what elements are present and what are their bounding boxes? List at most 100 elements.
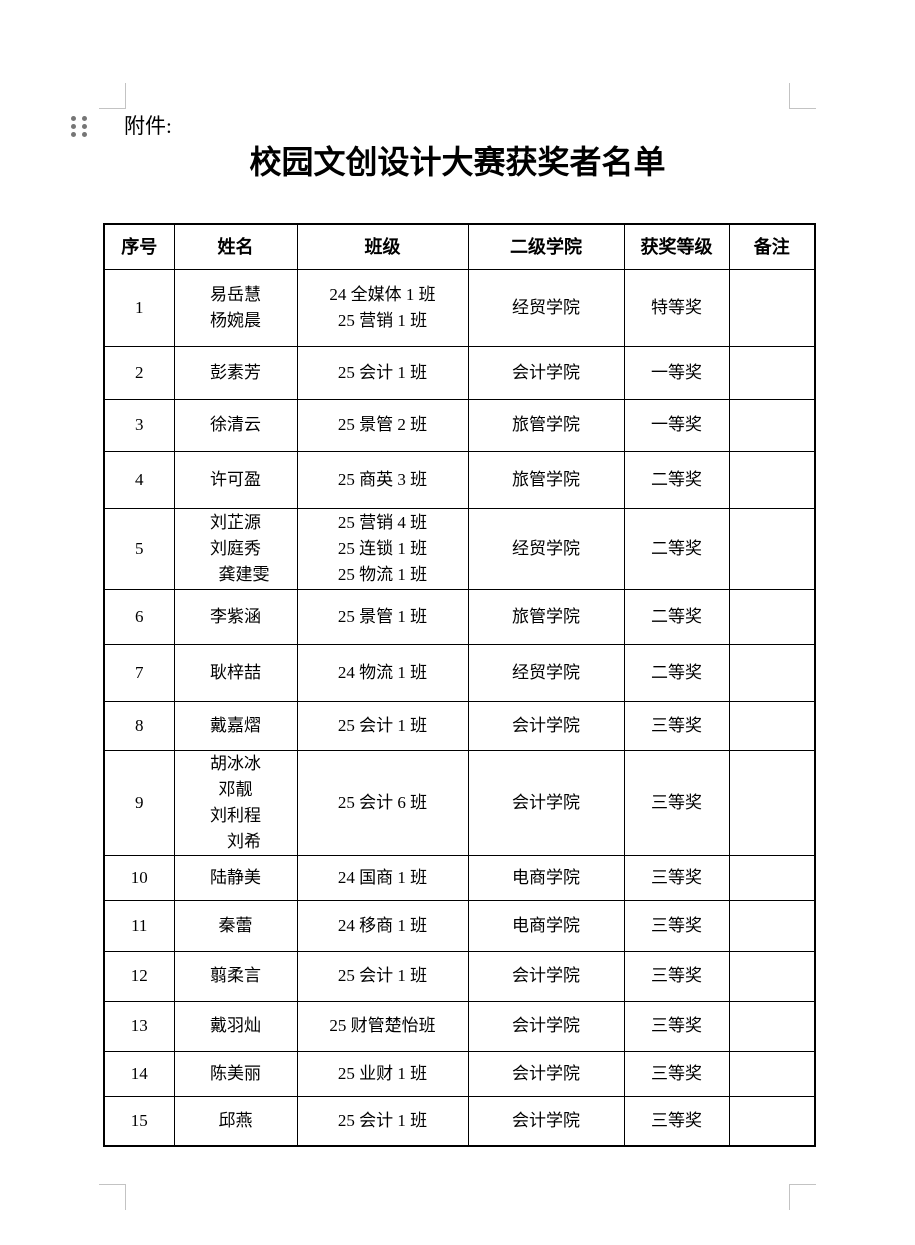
cell-class[interactable]: 25 商英 3 班 (296, 450, 469, 509)
cell-college[interactable]: 电商学院 (467, 854, 625, 901)
cell-name[interactable]: 耿梓喆 (173, 643, 298, 702)
cell-name[interactable]: 翦柔言 (173, 950, 298, 1002)
cell-index[interactable]: 8 (103, 700, 175, 751)
awards-table: 序号 姓名 班级 二级学院 获奖等级 备注 1 易岳慧 杨婉晨 24 全媒体 1… (103, 223, 816, 1147)
cell-college[interactable]: 会计学院 (467, 1000, 625, 1052)
cell-name[interactable]: 邱燕 (173, 1095, 298, 1147)
cell-index[interactable]: 2 (103, 345, 175, 400)
cell-award[interactable]: 三等奖 (623, 749, 730, 856)
cell-college[interactable]: 经贸学院 (467, 643, 625, 702)
cell-award[interactable]: 二等奖 (623, 450, 730, 509)
header-cell-award: 获奖等级 (623, 223, 730, 270)
cell-name[interactable]: 胡冰冰 邓靓 刘利程 刘希 (173, 749, 298, 856)
cell-index[interactable]: 4 (103, 450, 175, 509)
cell-award[interactable]: 二等奖 (623, 507, 730, 590)
cell-award[interactable]: 三等奖 (623, 1095, 730, 1147)
cell-award[interactable]: 三等奖 (623, 854, 730, 901)
cell-award[interactable]: 一等奖 (623, 398, 730, 452)
cell-index[interactable]: 6 (103, 588, 175, 645)
cell-remark[interactable] (728, 1000, 816, 1052)
cell-remark[interactable] (728, 1050, 816, 1097)
cell-remark[interactable] (728, 268, 816, 347)
cell-index[interactable]: 11 (103, 899, 175, 952)
cell-class[interactable]: 24 移商 1 班 (296, 899, 469, 952)
cell-class[interactable]: 25 会计 1 班 (296, 950, 469, 1002)
cell-college[interactable]: 会计学院 (467, 1050, 625, 1097)
cell-class[interactable]: 25 会计 1 班 (296, 700, 469, 751)
cell-name[interactable]: 陆静美 (173, 854, 298, 901)
cell-name[interactable]: 李紫涵 (173, 588, 298, 645)
cell-index[interactable]: 3 (103, 398, 175, 452)
cell-class[interactable]: 25 营销 4 班 25 连锁 1 班 25 物流 1 班 (296, 507, 469, 590)
cell-award[interactable]: 一等奖 (623, 345, 730, 400)
cell-name[interactable]: 许可盈 (173, 450, 298, 509)
cell-award[interactable]: 三等奖 (623, 1000, 730, 1052)
cell-remark[interactable] (728, 643, 816, 702)
cell-class[interactable]: 24 物流 1 班 (296, 643, 469, 702)
cell-remark[interactable] (728, 950, 816, 1002)
cell-class[interactable]: 25 会计 1 班 (296, 1095, 469, 1147)
table-header-row: 序号 姓名 班级 二级学院 获奖等级 备注 (103, 223, 816, 270)
document-title[interactable]: 校园文创设计大赛获奖者名单 (249, 144, 666, 180)
cell-college[interactable]: 会计学院 (467, 700, 625, 751)
cell-name[interactable]: 戴羽灿 (173, 1000, 298, 1052)
cell-award[interactable]: 三等奖 (623, 1050, 730, 1097)
cell-index[interactable]: 12 (103, 950, 175, 1002)
cell-award[interactable]: 三等奖 (623, 700, 730, 751)
cell-award[interactable]: 二等奖 (623, 643, 730, 702)
cell-college[interactable]: 经贸学院 (467, 507, 625, 590)
cell-index[interactable]: 9 (103, 749, 175, 856)
cell-award[interactable]: 二等奖 (623, 588, 730, 645)
cell-class[interactable]: 25 景管 2 班 (296, 398, 469, 452)
header-cell-remark: 备注 (728, 223, 816, 270)
cell-college[interactable]: 电商学院 (467, 899, 625, 952)
cell-remark[interactable] (728, 450, 816, 509)
cell-award[interactable]: 三等奖 (623, 899, 730, 952)
block-drag-handle-icon[interactable] (71, 116, 87, 137)
cell-name[interactable]: 戴嘉熠 (173, 700, 298, 751)
cell-remark[interactable] (728, 700, 816, 751)
cell-remark[interactable] (728, 749, 816, 856)
cell-index[interactable]: 13 (103, 1000, 175, 1052)
cell-college[interactable]: 旅管学院 (467, 588, 625, 645)
cell-name[interactable]: 易岳慧 杨婉晨 (173, 268, 298, 347)
cell-index[interactable]: 14 (103, 1050, 175, 1097)
cell-name[interactable]: 陈美丽 (173, 1050, 298, 1097)
cell-class[interactable]: 25 业财 1 班 (296, 1050, 469, 1097)
cell-index[interactable]: 7 (103, 643, 175, 702)
cell-name[interactable]: 刘芷源 刘庭秀 龚建雯 (173, 507, 298, 590)
cell-remark[interactable] (728, 588, 816, 645)
cell-name[interactable]: 徐清云 (173, 398, 298, 452)
cell-college[interactable]: 会计学院 (467, 950, 625, 1002)
cell-remark[interactable] (728, 398, 816, 452)
cell-class[interactable]: 25 财管楚怡班 (296, 1000, 469, 1052)
margin-corner-mark-bottom-left (99, 1184, 126, 1210)
cell-index[interactable]: 15 (103, 1095, 175, 1147)
cell-college[interactable]: 旅管学院 (467, 450, 625, 509)
cell-class[interactable]: 25 会计 1 班 (296, 345, 469, 400)
cell-college[interactable]: 会计学院 (467, 749, 625, 856)
cell-remark[interactable] (728, 345, 816, 400)
cell-index[interactable]: 1 (103, 268, 175, 347)
margin-corner-mark-bottom-right (789, 1184, 816, 1210)
cell-index[interactable]: 10 (103, 854, 175, 901)
cell-remark[interactable] (728, 899, 816, 952)
cell-remark[interactable] (728, 854, 816, 901)
cell-award[interactable]: 三等奖 (623, 950, 730, 1002)
attachment-label[interactable]: 附件: (124, 114, 172, 138)
cell-index[interactable]: 5 (103, 507, 175, 590)
cell-remark[interactable] (728, 507, 816, 590)
cell-class[interactable]: 25 景管 1 班 (296, 588, 469, 645)
cell-class[interactable]: 24 国商 1 班 (296, 854, 469, 901)
cell-class[interactable]: 25 会计 6 班 (296, 749, 469, 856)
cell-name[interactable]: 秦蕾 (173, 899, 298, 952)
cell-award[interactable]: 特等奖 (623, 268, 730, 347)
cell-college[interactable]: 旅管学院 (467, 398, 625, 452)
cell-class[interactable]: 24 全媒体 1 班 25 营销 1 班 (296, 268, 469, 347)
cell-college[interactable]: 经贸学院 (467, 268, 625, 347)
cell-remark[interactable] (728, 1095, 816, 1147)
cell-college[interactable]: 会计学院 (467, 345, 625, 400)
cell-college[interactable]: 会计学院 (467, 1095, 625, 1147)
cell-name[interactable]: 彭素芳 (173, 345, 298, 400)
